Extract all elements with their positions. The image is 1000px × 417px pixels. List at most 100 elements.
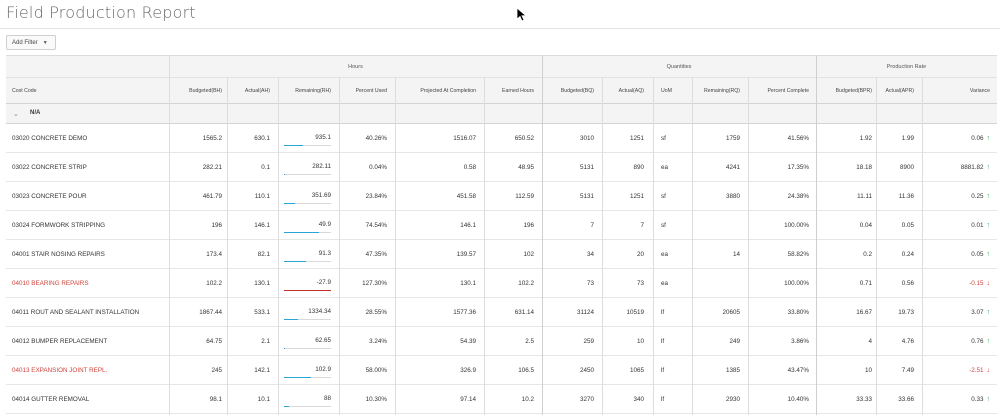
actual-aq-cell: 10 [636,338,644,345]
table-row[interactable]: 04011 ROUT AND SEALANT INSTALLATION 1867.… [6,298,997,327]
table-row[interactable]: 04014 GUTTER REMOVAL 98.1 10.1 10.30% 97.14 1… [6,385,997,414]
budgeted-bq-cell: 5131 [579,193,594,200]
col-remaining-rh[interactable]: Remaining(RH) [295,88,331,94]
remaining-rq-cell [696,269,740,298]
variance-cell: 0.05 ↑ [926,240,990,269]
budgeted-bpr-cell: 11.11 [857,193,872,200]
actual-ah-cell: 630.1 [254,135,270,142]
table-row[interactable]: 04010 BEARING REPAIRS 102.2 130.1 127.30% 13… [6,269,997,298]
arrow-up-icon: ↑ [986,222,991,229]
earned-hours-cell: 48.95 [518,164,534,171]
earned-hours-cell: 2.5 [525,338,534,345]
column-divider [692,78,693,415]
percent-used-cell: 58.00% [365,367,387,374]
group-row-na[interactable]: ⌄ N/A [6,104,997,124]
title-divider [0,28,1000,29]
projected-cell: 451.58 [456,193,476,200]
earned-hours-cell: 102.2 [518,280,534,287]
table-row[interactable]: 04001 STAIR NOSING REPAIRS 173.4 82.1 47.35… [6,240,997,269]
remaining-rh-value: 102.9 [315,366,331,373]
earned-hours-cell: 112.59 [515,193,534,200]
cost-code-cell: 03024 FORMWORK STRIPPING [12,222,106,229]
budgeted-bh-cell: 196 [211,222,222,229]
uom-cell: sf [661,135,666,142]
column-divider [602,78,603,415]
col-budgeted-bq[interactable]: Budgeted(BQ) [560,88,594,94]
caret-down-icon: ▼ [42,39,48,46]
remaining-rq-cell: 3880 [725,193,740,200]
budgeted-bpr-cell: 10 [864,367,872,374]
table-row[interactable]: 03023 CONCRETE POUR 461.79 110.1 23.84% 451.… [6,182,997,211]
cost-code-cell: 03023 CONCRETE POUR [12,193,87,200]
remaining-progress-track [284,318,331,320]
table-row[interactable]: 04013 EXPANSION JOINT REPL. 245 142.1 58.00… [6,356,997,385]
remaining-rh-value: 49.9 [318,221,331,228]
percent-complete-cell: 41.56% [787,135,809,142]
col-budgeted-bpr[interactable]: Budgeted(BPR) [835,88,872,94]
remaining-progress-fill [284,231,320,233]
remaining-rq-cell: 1385 [725,367,740,374]
variance-cell: 0.01 ↑ [926,211,990,240]
earned-hours-cell: 631.14 [514,309,534,316]
col-uom[interactable]: UoM [661,88,672,94]
table-row[interactable]: 03020 CONCRETE DEMO 1565.2 630.1 40.26% 1516… [6,124,997,153]
budgeted-bq-cell: 73 [586,280,594,287]
cost-code-cell: 04012 BUMPER REPLACEMENT [12,338,108,345]
variance-cell: 8881.82 ↑ [926,153,990,182]
actual-apr-cell: 11.36 [898,193,914,200]
percent-complete-cell: 3.86% [791,338,809,345]
actual-apr-cell: 7.49 [901,367,914,374]
col-actual-ah[interactable]: Actual(AH) [244,88,270,94]
remaining-progress-track [284,173,331,175]
variance-value: 0.06 [971,135,984,142]
remaining-rh-value: 62.65 [315,337,331,344]
remaining-progress-fill [284,289,331,291]
remaining-progress-track [284,144,331,146]
col-cost-code[interactable]: Cost Code [12,88,37,94]
budgeted-bh-cell: 1565.2 [202,135,222,142]
remaining-rh-cell: 49.9 [284,219,331,233]
percent-used-cell: 3.24% [369,338,387,345]
column-divider [395,78,396,415]
group-production-rate: Production Rate [886,64,927,70]
percent-complete-cell: 58.82% [787,251,809,258]
col-remaining-rq[interactable]: Remaining(RQ) [703,88,740,94]
col-percent-complete[interactable]: Percent Complete [767,88,809,94]
budgeted-bpr-cell: 0.2 [863,251,872,258]
remaining-rq-cell: 1759 [725,135,740,142]
col-actual-aq[interactable]: Actual(AQ) [618,88,644,94]
col-earned[interactable]: Earned Hours [501,88,534,94]
remaining-rh-cell: 91.3 [284,248,331,262]
table-row[interactable]: 03024 FORMWORK STRIPPING 196 146.1 74.54% 14… [6,211,997,240]
col-variance[interactable]: Variance [969,88,990,94]
actual-aq-cell: 73 [636,280,644,287]
percent-complete-cell: 24.38% [787,193,809,200]
col-projected[interactable]: Projected At Completion [420,88,476,94]
col-percent-used[interactable]: Percent Used [355,88,387,94]
earned-hours-cell: 196 [523,222,534,229]
percent-complete-cell: 10.40% [787,396,809,403]
actual-apr-cell: 0.24 [901,251,914,258]
projected-cell: 0.58 [463,164,476,171]
remaining-progress-fill [284,318,298,320]
table-row[interactable]: 04012 BUMPER REPLACEMENT 64.75 2.1 3.24% 54.… [6,327,997,356]
variance-value: 0.33 [971,396,984,403]
uom-cell: lf [661,309,665,316]
actual-ah-cell: 142.1 [254,367,270,374]
chevron-down-icon[interactable]: ⌄ [13,111,19,118]
col-actual-apr[interactable]: Actual(APR) [885,88,914,94]
remaining-progress-track [284,231,331,233]
projected-cell: 97.14 [460,396,476,403]
actual-aq-cell: 7 [640,222,644,229]
variance-value: 0.76 [971,338,984,345]
remaining-rq-cell: 4241 [725,164,740,171]
remaining-rh-cell: 102.9 [284,364,331,378]
projected-cell: 1577.36 [453,309,476,316]
remaining-progress-track [284,376,331,378]
remaining-progress-track [284,405,331,407]
budgeted-bq-cell: 2450 [579,367,594,374]
col-budgeted-bh[interactable]: Budgeted(BH) [189,88,222,94]
add-filter-button[interactable]: Add Filter ▼ [6,35,56,50]
uom-cell: ea [661,251,669,258]
table-row[interactable]: 03022 CONCRETE STRIP 282.21 0.1 0.04% 0.58 48… [6,153,997,182]
